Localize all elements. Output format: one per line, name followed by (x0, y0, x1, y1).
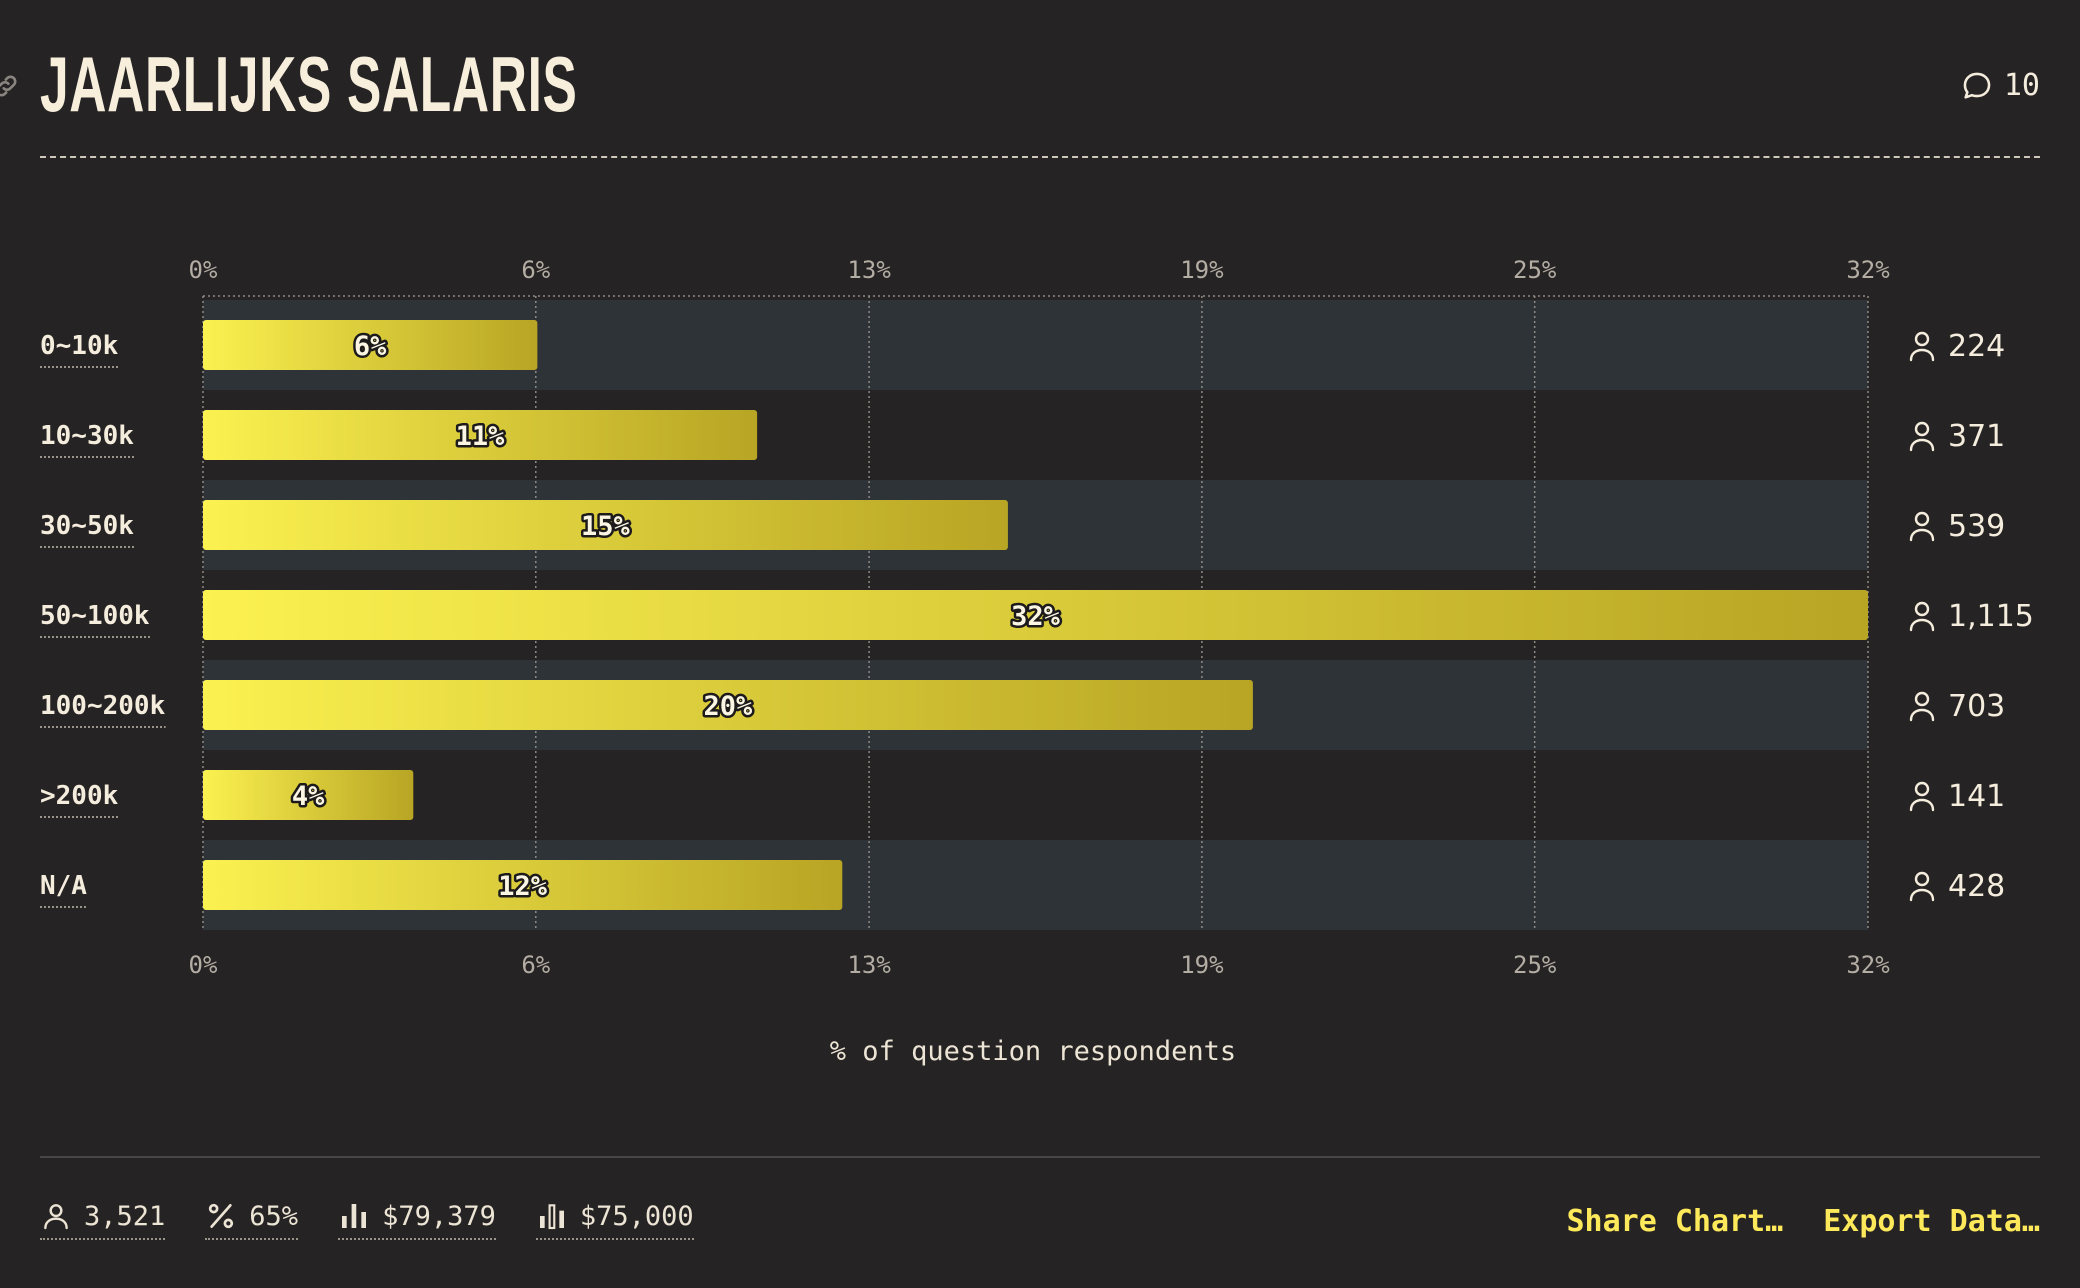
x-tick-label-bottom: 19% (1180, 951, 1224, 979)
respondent-count: 703 (1948, 689, 2005, 724)
x-tick-label-bottom: 25% (1513, 951, 1557, 979)
footer-divider (40, 1156, 2040, 1158)
x-tick-label-bottom: 0% (189, 951, 218, 979)
comment-count: 10 (2003, 68, 2040, 103)
category-label[interactable]: 100~200k (40, 691, 166, 721)
person-icon (1909, 331, 1935, 362)
category-label[interactable]: N/A (40, 871, 87, 901)
respondent-count: 371 (1948, 419, 2005, 454)
category-label[interactable]: 50~100k (40, 601, 150, 631)
response-rate-stat[interactable]: 65% (205, 1200, 299, 1240)
median-stat[interactable]: $75,000 (535, 1200, 694, 1240)
x-tick-label-top: 19% (1180, 256, 1224, 284)
x-tick-label-top: 13% (847, 256, 891, 284)
x-tick-label-bottom: 32% (1846, 951, 1890, 979)
respondent-count: 141 (1948, 779, 2005, 814)
export-data-button[interactable]: Export Data… (1823, 1204, 2040, 1239)
percent-icon (209, 1203, 234, 1229)
category-label[interactable]: >200k (40, 781, 119, 811)
bar[interactable] (203, 320, 538, 370)
x-tick-label-bottom: 6% (521, 951, 550, 979)
x-tick-label-bottom: 13% (847, 951, 891, 979)
bar[interactable] (203, 500, 1008, 550)
person-icon (1909, 691, 1935, 722)
chart-title: JAARLIJKS SALARIS (40, 40, 578, 128)
x-axis-title: % of question respondents (829, 1036, 1237, 1067)
response-rate-value: 65% (249, 1200, 299, 1232)
respondents-stat[interactable]: 3,521 (40, 1200, 166, 1240)
person-icon (44, 1204, 68, 1230)
person-icon (1909, 511, 1935, 542)
person-icon (1909, 871, 1935, 902)
person-icon (1909, 601, 1935, 632)
bar[interactable] (203, 860, 843, 910)
share-chart-button[interactable]: Share Chart… (1566, 1204, 1784, 1239)
bar[interactable] (203, 590, 1868, 640)
x-tick-label-top: 32% (1846, 256, 1890, 284)
mean-stat[interactable]: $79,379 (338, 1200, 496, 1240)
median-bar-chart-icon (539, 1204, 564, 1230)
bar[interactable] (203, 680, 1253, 730)
x-tick-label-top: 6% (521, 256, 550, 284)
mean-value: $79,379 (382, 1200, 496, 1232)
respondent-count: 428 (1948, 869, 2005, 904)
bar[interactable] (203, 770, 414, 820)
comments-button[interactable]: 10 (1960, 68, 2040, 103)
respondent-count: 539 (1948, 509, 2005, 544)
person-icon (1909, 421, 1935, 452)
mean-bar-chart-icon (342, 1204, 367, 1228)
respondent-count: 1,115 (1948, 599, 2034, 634)
category-label[interactable]: 0~10k (40, 331, 119, 361)
category-label[interactable]: 10~30k (40, 421, 134, 451)
median-value: $75,000 (579, 1200, 694, 1232)
respondent-count: 224 (1948, 329, 2005, 364)
x-tick-label-top: 0% (189, 256, 218, 284)
person-icon (1909, 781, 1935, 812)
title-divider (40, 156, 2040, 158)
comment-icon (1963, 72, 1991, 99)
summary-stats: 3,521 65% $79,379 $75,000 (40, 1200, 694, 1240)
bar[interactable] (203, 410, 758, 460)
chart-actions: Share Chart… Export Data… (1567, 1204, 2041, 1239)
respondents-value: 3,521 (84, 1200, 166, 1232)
link-icon[interactable] (0, 72, 20, 100)
x-tick-label-top: 25% (1513, 256, 1557, 284)
category-label[interactable]: 30~50k (40, 511, 134, 541)
